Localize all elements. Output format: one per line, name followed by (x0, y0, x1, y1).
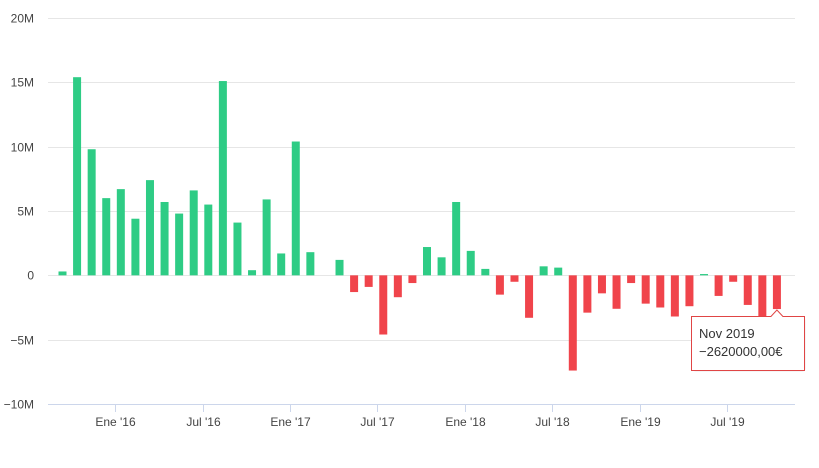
bar[interactable] (612, 275, 621, 309)
bar[interactable] (685, 275, 694, 307)
bar[interactable] (743, 275, 752, 305)
bar[interactable] (393, 275, 402, 298)
bar[interactable] (627, 275, 636, 284)
x-tick-label: Ene '19 (620, 415, 661, 429)
bar[interactable] (583, 275, 592, 313)
bar[interactable] (641, 275, 650, 304)
bar[interactable] (495, 275, 504, 295)
bar[interactable] (729, 275, 738, 282)
bar[interactable] (408, 275, 417, 284)
bar[interactable] (379, 275, 388, 335)
x-tick-label: Jul '17 (360, 415, 395, 429)
tooltip-value: −2620000,00€ (699, 344, 783, 359)
y-tick-label: 10M (11, 141, 34, 155)
bar[interactable] (568, 275, 577, 371)
bar[interactable] (102, 198, 111, 276)
bar[interactable] (189, 190, 198, 276)
y-tick-label: 15M (11, 76, 34, 90)
bar[interactable] (714, 275, 723, 296)
bar[interactable] (335, 259, 344, 276)
bar[interactable] (291, 141, 300, 276)
bar[interactable] (423, 247, 431, 276)
x-tick-label: Ene '17 (270, 415, 311, 429)
bar[interactable] (437, 257, 446, 276)
tooltip: Nov 2019 −2620000,00€ (691, 309, 806, 372)
y-tick-label: −5M (10, 334, 34, 348)
bar[interactable] (131, 218, 140, 276)
bar[interactable] (525, 275, 534, 318)
bar[interactable] (248, 270, 257, 276)
x-tick-label: Jul '16 (186, 415, 221, 429)
bar[interactable] (758, 275, 767, 347)
bar[interactable] (350, 275, 359, 293)
bar[interactable] (233, 222, 242, 276)
bar[interactable] (597, 275, 606, 294)
bar[interactable] (700, 274, 709, 276)
bar[interactable] (277, 253, 286, 276)
bar[interactable] (306, 252, 315, 276)
bar[interactable] (772, 275, 781, 310)
bar[interactable] (218, 81, 227, 276)
x-tick-label: Ene '18 (445, 415, 486, 429)
bar[interactable] (87, 149, 96, 276)
bar[interactable] (554, 267, 563, 276)
x-tick-label: Ene '16 (95, 415, 136, 429)
tooltip-title: Nov 2019 (699, 326, 755, 341)
bar[interactable] (175, 213, 184, 276)
y-tick-label: 5M (17, 205, 34, 219)
bar[interactable] (145, 180, 154, 276)
bar[interactable] (481, 268, 490, 276)
y-tick-label: −10M (4, 398, 34, 412)
bar[interactable] (58, 271, 67, 276)
bar[interactable] (160, 201, 169, 276)
y-tick-label: 0 (27, 269, 34, 283)
y-tick-label: 20M (11, 12, 34, 26)
bar[interactable] (73, 77, 82, 276)
bar[interactable] (656, 275, 665, 308)
bar[interactable] (364, 275, 373, 287)
bar[interactable] (204, 204, 213, 276)
x-tick-label: Jul '18 (535, 415, 570, 429)
bar[interactable] (510, 275, 519, 282)
bar[interactable] (466, 250, 475, 276)
x-tick-label: Jul '19 (710, 415, 745, 429)
bar[interactable] (670, 275, 679, 317)
bar[interactable] (452, 201, 461, 276)
tooltip-box (691, 309, 805, 371)
bar[interactable] (116, 189, 125, 276)
bar[interactable] (262, 199, 271, 276)
bar[interactable] (539, 266, 548, 276)
